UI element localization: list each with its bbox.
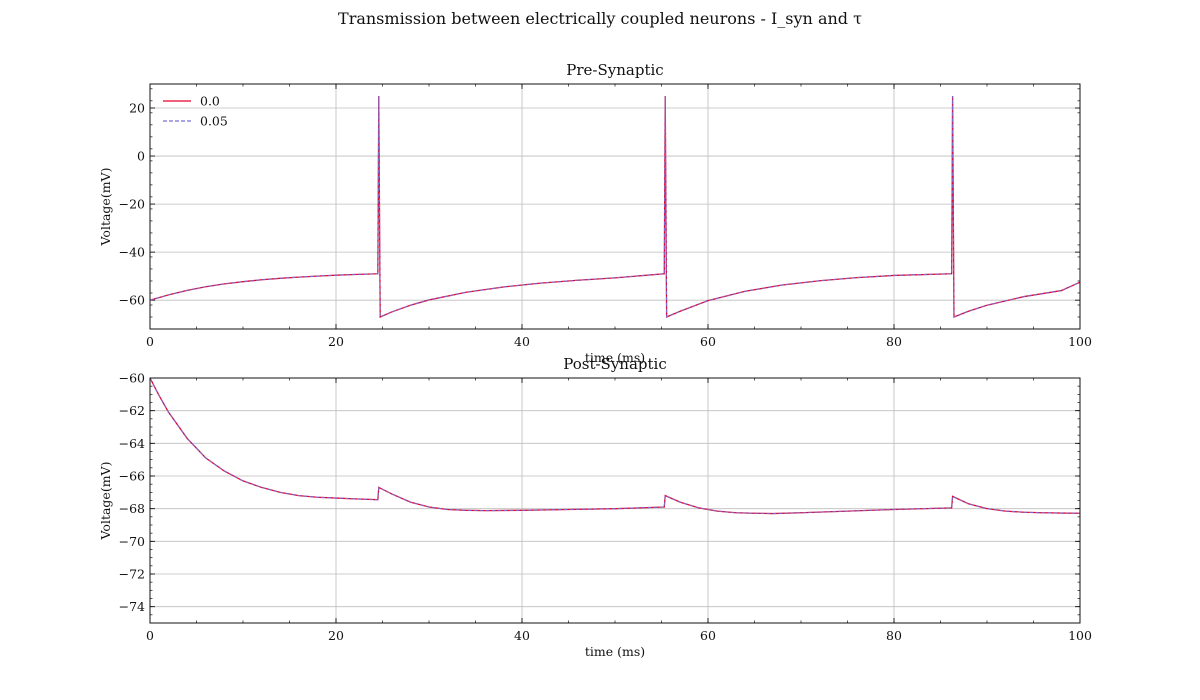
y-tick-label: −20	[119, 197, 145, 212]
x-tick-label: 100	[1068, 628, 1092, 643]
x-tick-label: 60	[700, 628, 716, 643]
chart-pre: 0 20 40 60 80 100 20 0 −20 −40 −60 Pre-Synaptic time…	[98, 61, 1092, 365]
chart-title: Post-Synaptic	[563, 355, 667, 373]
y-tick-label: 0	[137, 149, 145, 164]
axes-frame	[149, 83, 1081, 330]
y-tick-label: −70	[119, 534, 145, 549]
series-line-dashed	[150, 378, 1080, 515]
series-line-solid	[150, 378, 1080, 515]
x-axis-label: time (ms)	[585, 350, 645, 365]
y-tick-label: −68	[119, 501, 145, 516]
y-tick-label: −64	[119, 436, 145, 451]
x-tick-label: 80	[886, 628, 902, 643]
legend-label: 0.05	[200, 114, 228, 129]
y-tick-label: −66	[119, 469, 145, 484]
y-tick-label: 20	[129, 101, 145, 116]
x-tick-label: 20	[328, 334, 344, 349]
x-tick-label: 100	[1068, 334, 1092, 349]
figure-suptitle: Transmission between electrically couple…	[338, 9, 862, 28]
y-axis-label: Voltage(mV)	[98, 462, 113, 541]
chart-title: Pre-Synaptic	[566, 61, 663, 79]
y-tick-label: −40	[119, 245, 145, 260]
series-line-dashed	[150, 96, 1080, 318]
x-tick-label: 0	[146, 334, 154, 349]
legend: 0.0 0.05	[163, 94, 228, 129]
x-tick-label: 80	[886, 334, 902, 349]
x-axis-label: time (ms)	[585, 644, 645, 659]
series-line-solid	[150, 96, 1080, 318]
axes-frame	[149, 377, 1081, 624]
chart-post: 0 20 40 60 80 100 −60 −62 −64 −66 −68 −70 −72 −74 Post…	[98, 355, 1092, 659]
y-axis-label: Voltage(mV)	[98, 168, 113, 247]
y-tick-label: −60	[119, 293, 145, 308]
legend-label: 0.0	[200, 94, 220, 109]
y-tick-label: −74	[119, 599, 145, 614]
y-tick-label: −62	[119, 403, 145, 418]
y-tick-label: −72	[119, 567, 145, 582]
x-tick-label: 0	[146, 628, 154, 643]
y-tick-label: −60	[119, 371, 145, 386]
x-tick-label: 20	[328, 628, 344, 643]
x-tick-label: 40	[514, 334, 530, 349]
x-tick-label: 60	[700, 334, 716, 349]
x-tick-label: 40	[514, 628, 530, 643]
